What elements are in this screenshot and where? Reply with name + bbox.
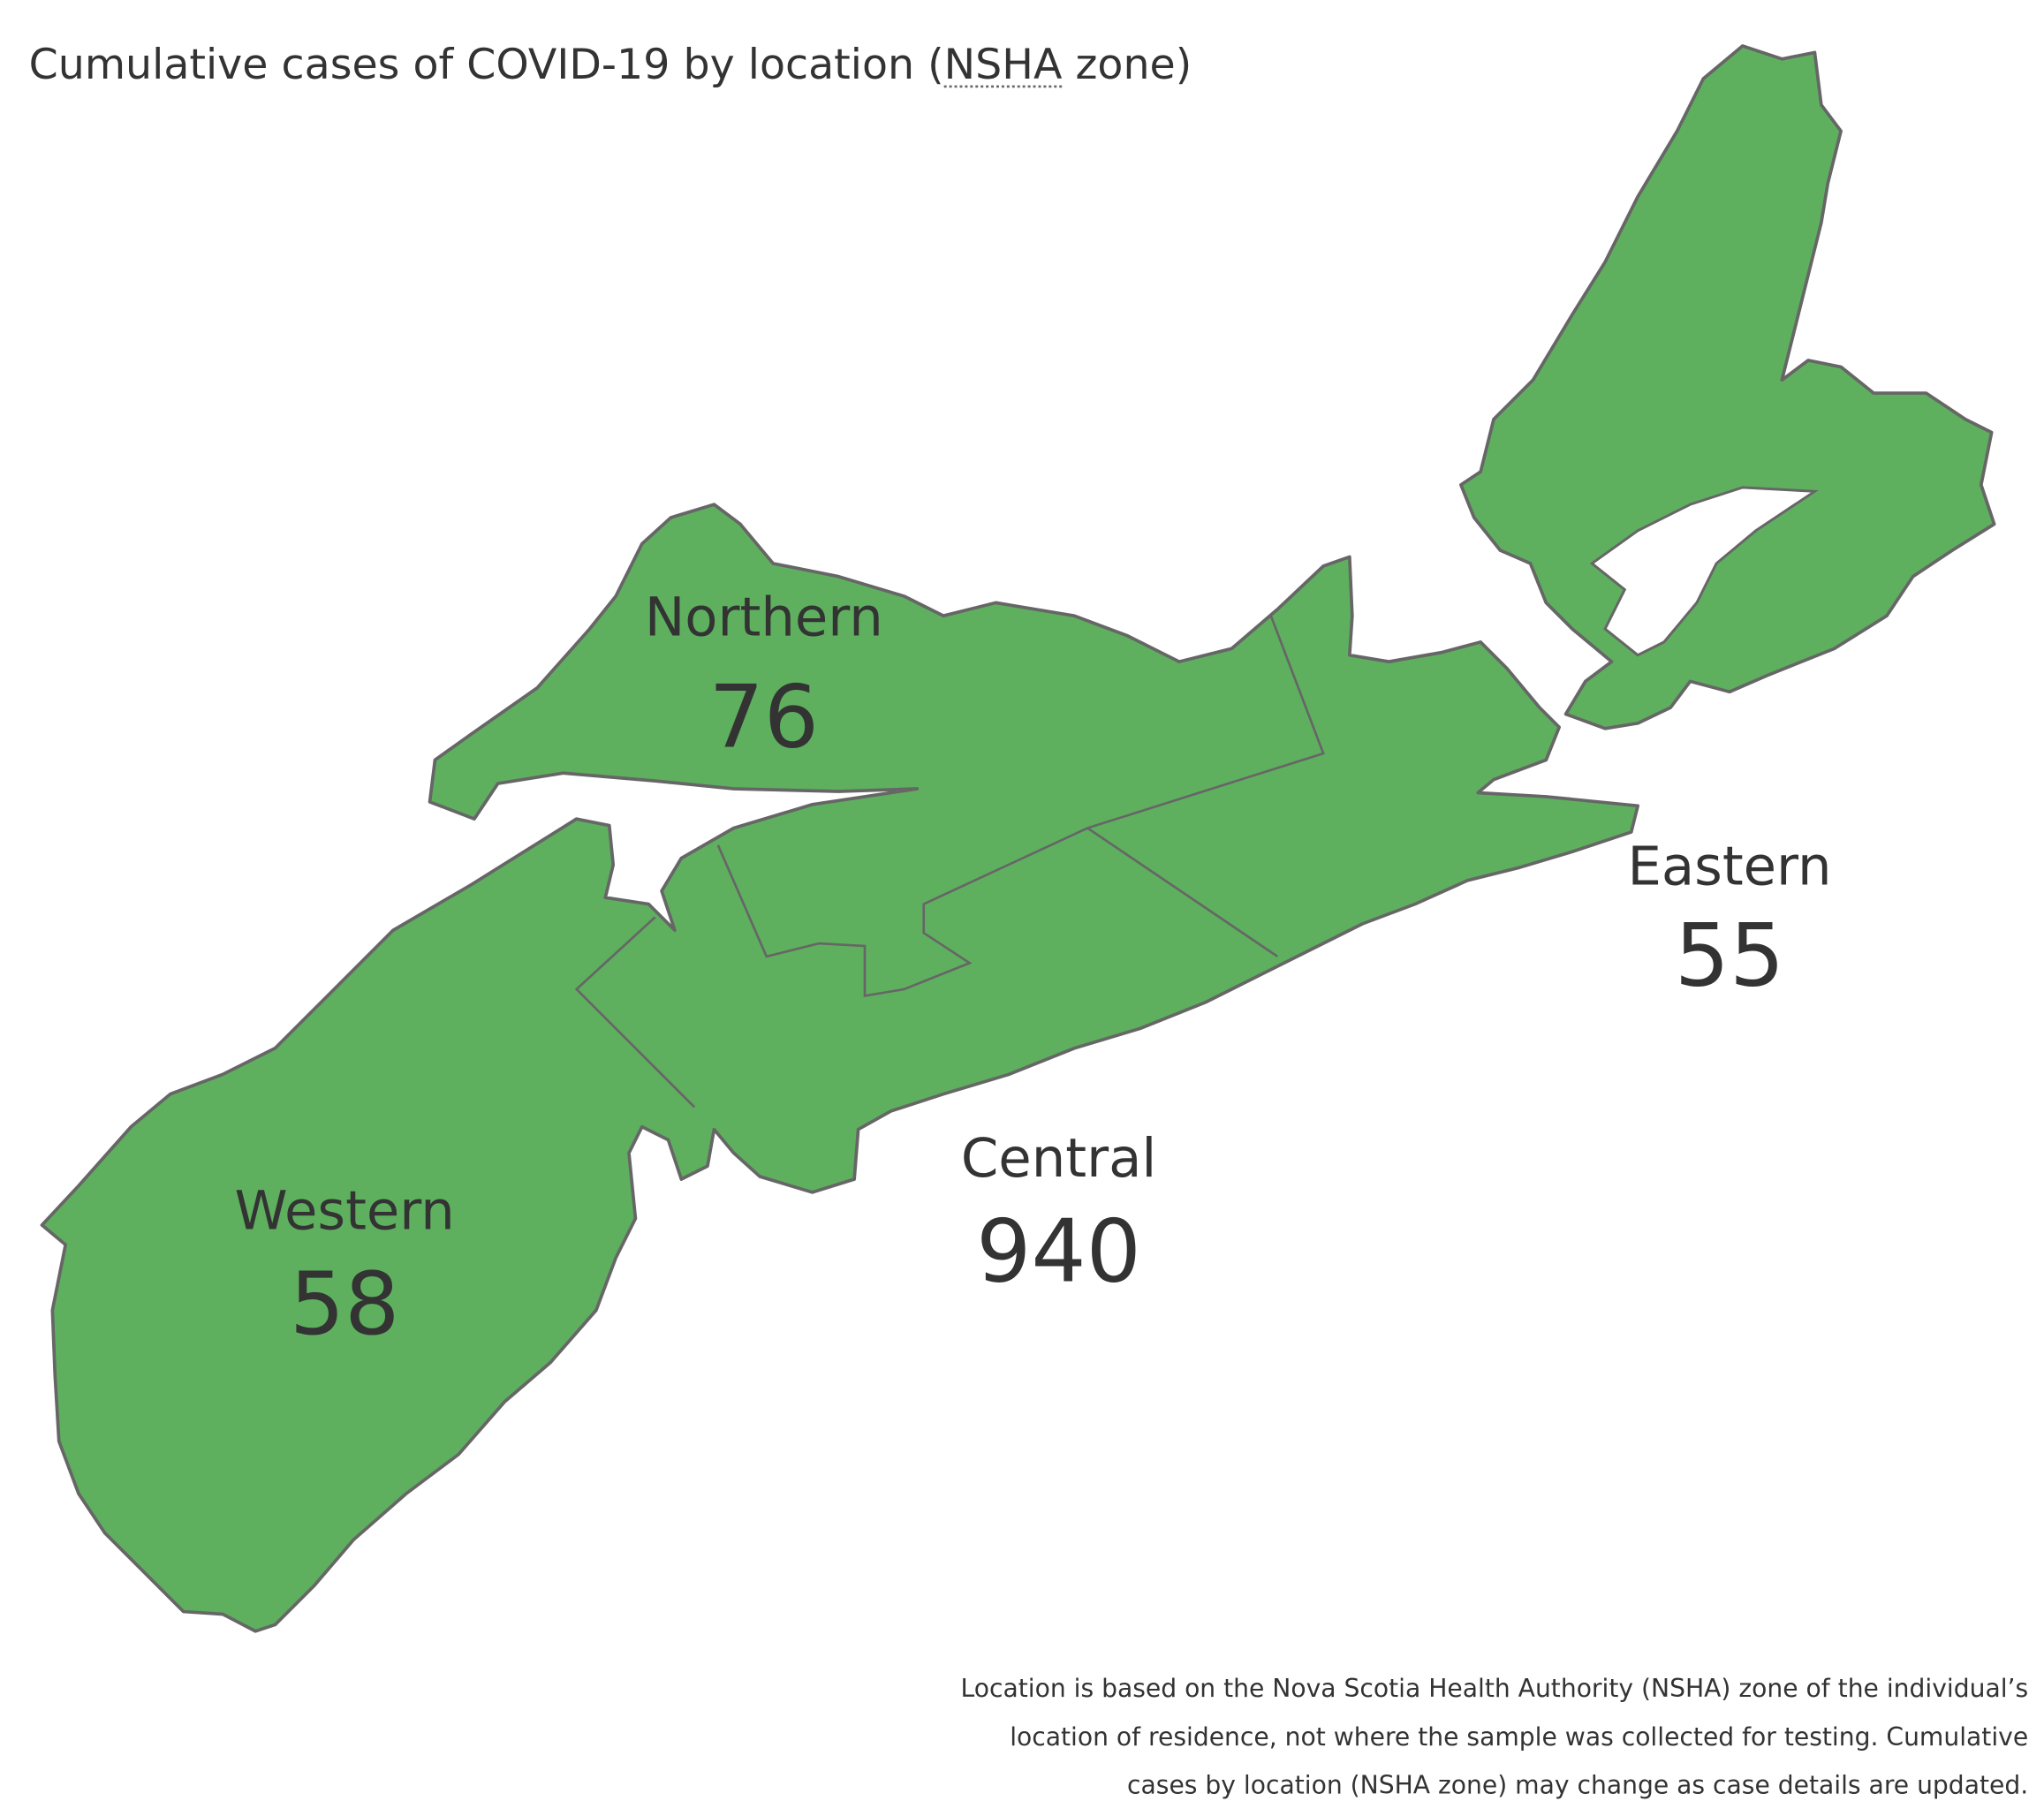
bras-dor-lake (1589, 486, 1819, 657)
zone-value: 55 (1675, 906, 1785, 1007)
zone-name: Northern (645, 586, 883, 648)
zone-name: Eastern (1627, 836, 1831, 897)
cape-breton (1459, 44, 1996, 730)
zone-value: 58 (290, 1254, 400, 1355)
title-text: Cumulative cases of COVID-19 by location… (29, 41, 944, 89)
zone-border (716, 615, 1325, 997)
zone-value: 940 (976, 1202, 1141, 1303)
footnote-line: location of residence, not where the sam… (1010, 1722, 2028, 1752)
footnote-line: Location is based on the Nova Scotia Hea… (961, 1674, 2029, 1703)
zone-name: Western (234, 1180, 454, 1242)
title-abbr: NSHA (944, 41, 1063, 89)
mainland (40, 503, 1640, 1633)
zone-value: 76 (709, 668, 820, 768)
zone-labels: Northern 76 Eastern 55 Central 940 Western 58 (234, 586, 1831, 1355)
map-title: Cumulative cases of COVID-19 by location… (29, 41, 1192, 89)
footnote: Location is based on the Nova Scotia Hea… (961, 1674, 2029, 1800)
zone-border (1086, 827, 1278, 957)
footnote-line: cases by location (NSHA zone) may change… (1127, 1771, 2028, 1800)
title-text: zone) (1062, 41, 1192, 89)
zone-name: Central (961, 1128, 1156, 1190)
zone-border (574, 916, 696, 1109)
